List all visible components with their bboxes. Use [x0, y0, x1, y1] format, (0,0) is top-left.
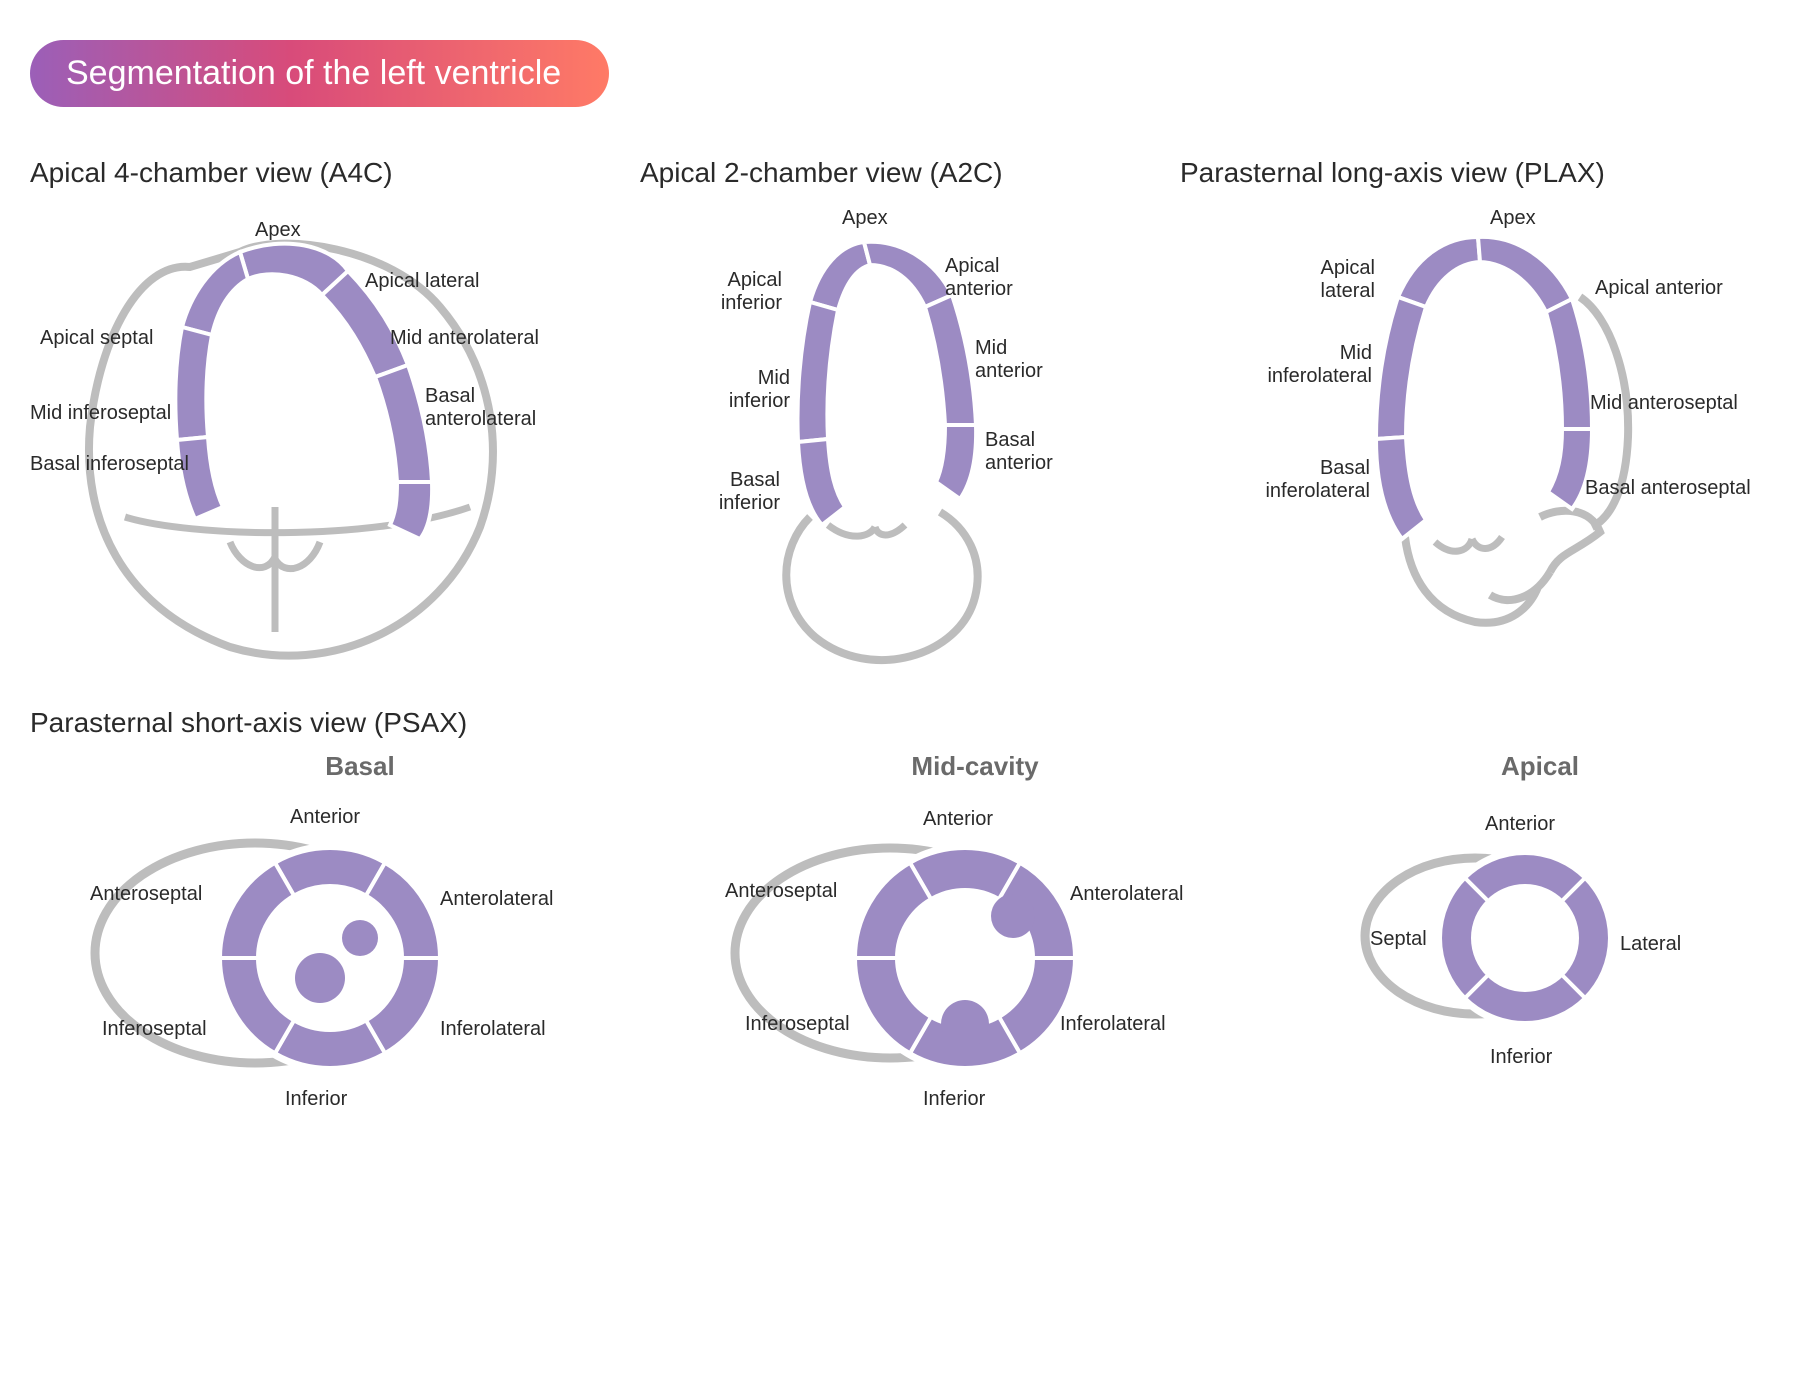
lbl-a2c-apical-inferior: Apicalinferior	[702, 269, 782, 315]
panel-title-a4c: Apical 4-chamber view (A4C)	[30, 157, 590, 189]
lbl-a4c-apical-septal: Apical septal	[40, 327, 153, 350]
diagram-a2c: Apex Apicalinferior Apicalanterior Midin…	[640, 207, 1110, 677]
diagram-apical: Anterior Lateral Inferior Septal	[1300, 788, 1720, 1088]
sub-title-basal: Basal	[150, 751, 570, 782]
a4c-segments-left	[175, 252, 248, 519]
lbl-plax-mid-anteroseptal: Mid anteroseptal	[1590, 392, 1738, 415]
lbl-a2c-apex: Apex	[842, 207, 888, 230]
lbl-plax-basal-inferolateral: Basalinferolateral	[1240, 457, 1370, 503]
page-title: Segmentation of the left ventricle	[30, 40, 609, 107]
panel-title-plax: Parasternal long-axis view (PLAX)	[1180, 157, 1760, 189]
lbl-a4c-apex: Apex	[255, 219, 301, 242]
lbl-mid-inferoseptal: Inferoseptal	[745, 1013, 850, 1036]
panel-psax-apical: Apical Anterior Lateral Inferior Septal	[1300, 751, 1740, 1128]
lbl-plax-basal-anteroseptal: Basal anteroseptal	[1585, 477, 1751, 500]
diagram-a4c: Apex Apical lateral Apical septal Mid an…	[30, 207, 570, 677]
a2c-mv	[828, 525, 905, 536]
lbl-a4c-basal-inferoseptal: Basal inferoseptal	[30, 453, 189, 476]
plax-aorta-la	[1405, 511, 1600, 623]
psax-title: Parasternal short-axis view (PSAX)	[30, 707, 1760, 739]
lbl-a4c-basal-anterolateral: Basalanterolateral	[425, 385, 565, 431]
lbl-basal-anteroseptal: Anteroseptal	[90, 883, 202, 906]
mid-pap2	[941, 1000, 989, 1048]
lbl-mid-anterolateral: Anterolateral	[1070, 883, 1183, 906]
lbl-basal-inferolateral: Inferolateral	[440, 1018, 546, 1041]
lbl-mid-inferior: Inferior	[923, 1088, 985, 1111]
panel-title-a2c: Apical 2-chamber view (A2C)	[640, 157, 1130, 189]
diagram-mid: Anterior Anterolateral Inferolateral Inf…	[665, 788, 1205, 1128]
psax-row: Basal Anterior Anterolateral Inferolater…	[30, 751, 1760, 1128]
sub-title-apical: Apical	[1340, 751, 1740, 782]
plax-segments-right	[1478, 237, 1592, 509]
top-row: Apical 4-chamber view (A4C)	[30, 157, 1760, 677]
lbl-a2c-mid-anterior: Midanterior	[975, 337, 1065, 383]
lbl-apical-anterior: Anterior	[1485, 813, 1555, 836]
lbl-mid-inferolateral: Inferolateral	[1060, 1013, 1166, 1036]
lbl-apical-septal: Septal	[1370, 928, 1427, 951]
lbl-plax-apical-lateral: Apicallateral	[1295, 257, 1375, 303]
sub-title-mid: Mid-cavity	[745, 751, 1205, 782]
svg-a4c	[30, 207, 570, 677]
svg-basal	[50, 788, 570, 1128]
lbl-a4c-mid-anterolateral: Mid anterolateral	[390, 327, 539, 350]
lbl-a2c-apical-anterior: Apicalanterior	[945, 255, 1035, 301]
panel-plax: Parasternal long-axis view (PLAX)	[1180, 157, 1760, 677]
lbl-a2c-basal-inferior: Basalinferior	[700, 469, 780, 515]
lbl-mid-anteroseptal: Anteroseptal	[725, 880, 837, 903]
psax-section: Parasternal short-axis view (PSAX) Basal…	[30, 707, 1760, 1128]
lbl-a4c-mid-inferoseptal: Mid inferoseptal	[30, 402, 171, 425]
basal-pap1	[295, 953, 345, 1003]
diagram-plax: Apex Apicallateral Apical anterior Midin…	[1180, 207, 1740, 677]
svg-mid	[665, 788, 1205, 1128]
mid-pap1	[991, 894, 1035, 938]
lbl-apical-inferior: Inferior	[1490, 1046, 1552, 1069]
lbl-apical-lateral: Lateral	[1620, 933, 1681, 956]
lbl-basal-inferoseptal: Inferoseptal	[102, 1018, 207, 1041]
a2c-segments-left	[798, 242, 871, 525]
lbl-basal-anterolateral: Anterolateral	[440, 888, 553, 911]
lbl-basal-inferior: Inferior	[285, 1088, 347, 1111]
a4c-outline	[89, 244, 493, 656]
panel-psax-basal: Basal Anterior Anterolateral Inferolater…	[50, 751, 570, 1128]
lbl-a2c-mid-inferior: Midinferior	[710, 367, 790, 413]
lbl-a2c-basal-anterior: Basalanterior	[985, 429, 1075, 475]
panel-psax-mid: Mid-cavity Anterior Anterolateral Infero…	[665, 751, 1205, 1128]
lbl-plax-apical-anterior: Apical anterior	[1595, 277, 1723, 300]
lbl-plax-apex: Apex	[1490, 207, 1536, 230]
lbl-mid-anterior: Anterior	[923, 808, 993, 831]
plax-segments-left	[1376, 237, 1480, 539]
lbl-plax-mid-inferolateral: Midinferolateral	[1242, 342, 1372, 388]
diagram-basal: Anterior Anterolateral Inferolateral Inf…	[50, 788, 570, 1128]
basal-pap2	[342, 920, 378, 956]
lbl-basal-anterior: Anterior	[290, 806, 360, 829]
panel-a2c: Apical 2-chamber view (A2C)	[640, 157, 1130, 677]
plax-mv	[1435, 537, 1502, 551]
panel-a4c: Apical 4-chamber view (A4C)	[30, 157, 590, 677]
lbl-a4c-apical-lateral: Apical lateral	[365, 270, 480, 293]
